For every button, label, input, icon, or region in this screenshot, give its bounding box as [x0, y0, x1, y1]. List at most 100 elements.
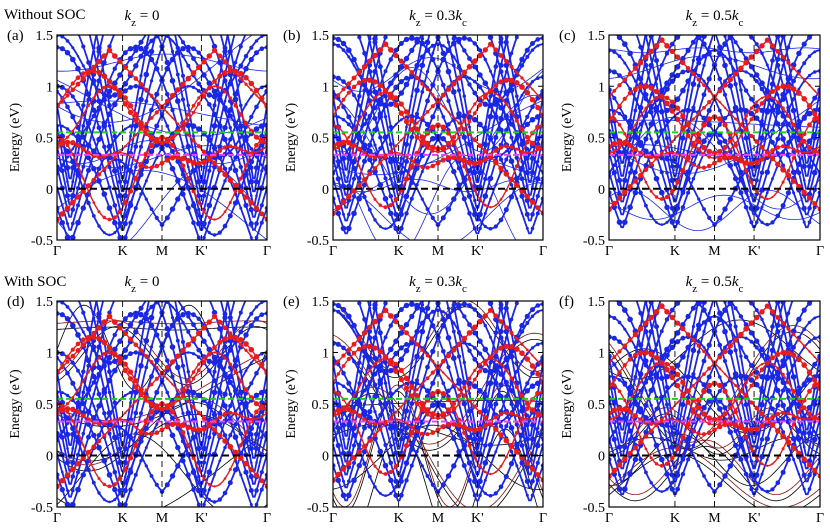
blue-band-12	[333, 35, 543, 174]
blue-band-10	[373, 35, 543, 170]
weight-dot	[425, 314, 430, 319]
weight-dot	[351, 443, 357, 448]
weight-dot	[477, 121, 483, 128]
weight-dot	[488, 354, 493, 360]
weight-dot	[702, 83, 706, 87]
weight-dot	[801, 96, 807, 102]
weight-dot	[403, 109, 410, 115]
weight-dot	[207, 221, 211, 225]
weight-dot	[722, 405, 728, 411]
weight-dot	[91, 348, 96, 353]
weight-dot	[520, 426, 524, 430]
weight-dot	[60, 163, 65, 167]
weight-dot	[107, 452, 112, 457]
weight-dot	[76, 431, 80, 434]
weight-dot	[508, 461, 515, 467]
weight-dot	[628, 353, 632, 358]
weight-dot	[431, 149, 435, 153]
weight-dot	[540, 421, 543, 428]
weight-dot	[749, 301, 754, 306]
weight-dot	[706, 382, 712, 389]
weight-dot	[483, 203, 487, 207]
weight-dot	[228, 362, 232, 366]
weight-dot	[122, 361, 128, 367]
weight-dot	[424, 305, 431, 312]
weight-dot	[333, 477, 336, 483]
weight-dot	[358, 431, 361, 434]
weight-dot	[451, 168, 457, 175]
weight-dot	[405, 133, 408, 136]
weight-dot	[201, 159, 207, 165]
weight-dot	[75, 332, 81, 338]
weight-dot	[254, 502, 259, 507]
weight-dot	[149, 116, 154, 120]
weight-dot	[791, 66, 796, 71]
weight-dot	[373, 96, 377, 100]
weight-dot	[377, 47, 384, 53]
weight-dot	[351, 56, 357, 63]
weight-dot	[452, 382, 456, 386]
weight-dot	[424, 39, 431, 46]
weight-dot	[351, 341, 357, 347]
weight-dot	[467, 399, 472, 403]
weight-dot	[489, 472, 492, 476]
weight-dot	[340, 306, 347, 313]
weight-dot	[462, 118, 467, 123]
weight-dot	[616, 139, 623, 145]
weight-dot	[750, 417, 753, 421]
weight-dot	[117, 359, 123, 365]
weight-dot	[749, 383, 754, 388]
weight-dot	[750, 471, 753, 474]
weight-dot	[632, 190, 639, 196]
weight-dot	[466, 434, 473, 441]
weight-dot	[801, 138, 807, 144]
weight-dot	[515, 402, 519, 406]
weight-dot	[669, 205, 675, 211]
weight-dot	[373, 330, 377, 333]
weight-dot	[701, 138, 707, 144]
weight-dot	[218, 86, 222, 89]
panel-label: (b)	[283, 28, 301, 44]
weight-dot	[388, 408, 393, 413]
weight-dot	[524, 478, 530, 484]
weight-dot	[139, 85, 143, 90]
k-path-label: K	[394, 244, 404, 259]
weight-dot	[697, 73, 701, 78]
weight-dot	[535, 478, 540, 483]
weight-dot	[753, 48, 760, 55]
weight-dot	[817, 119, 820, 125]
weight-dot	[722, 62, 728, 69]
weight-dot	[477, 143, 483, 148]
weight-dot	[169, 409, 176, 415]
weight-dot	[520, 342, 524, 346]
weight-dot	[122, 88, 128, 94]
weight-dot	[659, 375, 665, 381]
weight-dot	[253, 445, 260, 451]
weight-dot	[223, 90, 227, 94]
weight-dot	[483, 125, 488, 129]
weight-dot	[447, 48, 450, 52]
weight-dot	[403, 322, 410, 328]
weight-dot	[514, 449, 520, 455]
weight-dot	[138, 438, 144, 444]
weight-dot	[223, 356, 227, 360]
weight-dot	[617, 103, 622, 108]
weight-dot	[674, 330, 681, 336]
weight-dot	[627, 316, 633, 323]
weight-dot	[723, 345, 727, 350]
weight-dot	[440, 358, 446, 364]
weight-dot	[535, 460, 540, 465]
weight-dot	[101, 458, 108, 464]
weight-dot	[482, 148, 488, 154]
weight-dot	[665, 220, 669, 224]
weight-dot	[639, 436, 642, 439]
weight-dot	[483, 176, 488, 181]
weight-dot	[754, 103, 760, 109]
weight-dot	[244, 221, 248, 224]
k-path-label: Γ	[816, 244, 824, 259]
weight-dot	[622, 415, 628, 421]
weight-dot	[664, 86, 670, 92]
weight-dot	[248, 445, 254, 452]
